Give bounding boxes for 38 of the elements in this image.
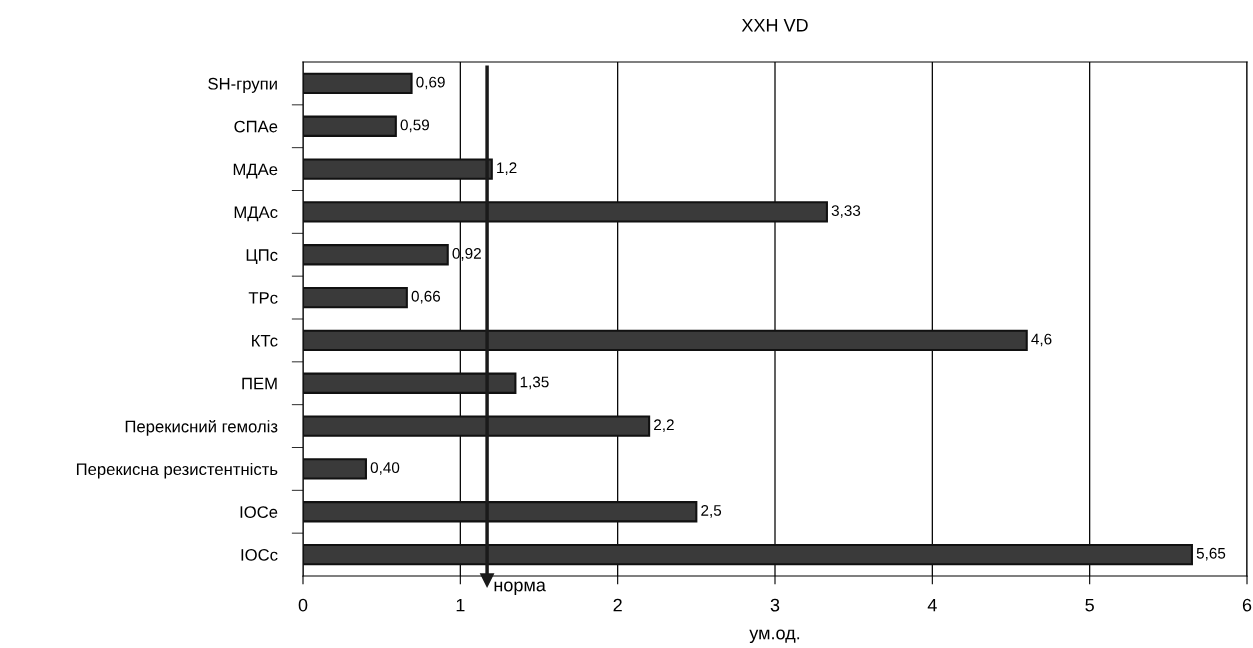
x-tick-label: 3	[770, 598, 780, 612]
bar	[303, 72, 413, 95]
data-label: 5,65	[1196, 547, 1226, 561]
bar	[303, 115, 397, 137]
x-tick-label: 5	[1085, 598, 1094, 612]
bar	[303, 244, 449, 266]
y-tick-label: КТс	[252, 334, 278, 347]
y-tick-label: ЦПс	[246, 249, 278, 265]
y-tick-label: СПАе	[234, 120, 278, 133]
data-label: 0,69	[416, 76, 445, 90]
x-tick-label: 4	[927, 598, 937, 612]
y-tick-label: SH-групи	[208, 77, 277, 93]
data-label: 1,35	[520, 376, 549, 390]
bar	[303, 458, 367, 480]
y-tick-label: МДАе	[233, 163, 278, 179]
x-tick-label: 1	[456, 598, 465, 612]
ref-line-label: норма	[494, 581, 546, 595]
data-label: 2,5	[701, 505, 722, 518]
bar	[303, 286, 408, 309]
x-tick-label: 6	[1242, 598, 1252, 612]
chart-title: ХХН VD	[741, 19, 808, 32]
y-tick-label: Перекисний гемоліз	[125, 419, 278, 436]
y-tick-label: ТРс	[248, 292, 278, 304]
y-tick-label: ІОСс	[241, 548, 278, 561]
x-axis-title: ум.од.	[749, 629, 800, 643]
data-label: 1,2	[497, 162, 517, 175]
y-tick-label: Перекисна резистентність	[76, 462, 278, 479]
data-label: 0,66	[411, 290, 441, 304]
y-tick-label: ІОСе	[240, 506, 278, 518]
y-tick-label: МДАс	[234, 206, 278, 222]
x-tick-label: 0	[298, 598, 308, 612]
data-label: 0,40	[370, 462, 400, 475]
data-label: 0,59	[400, 119, 429, 133]
y-tick-label: ПЕМ	[242, 377, 277, 390]
x-tick-label: 2	[613, 598, 622, 612]
data-label: 2,2	[654, 419, 674, 432]
data-label: 4,6	[1031, 333, 1052, 347]
data-label: 3,33	[831, 205, 861, 218]
